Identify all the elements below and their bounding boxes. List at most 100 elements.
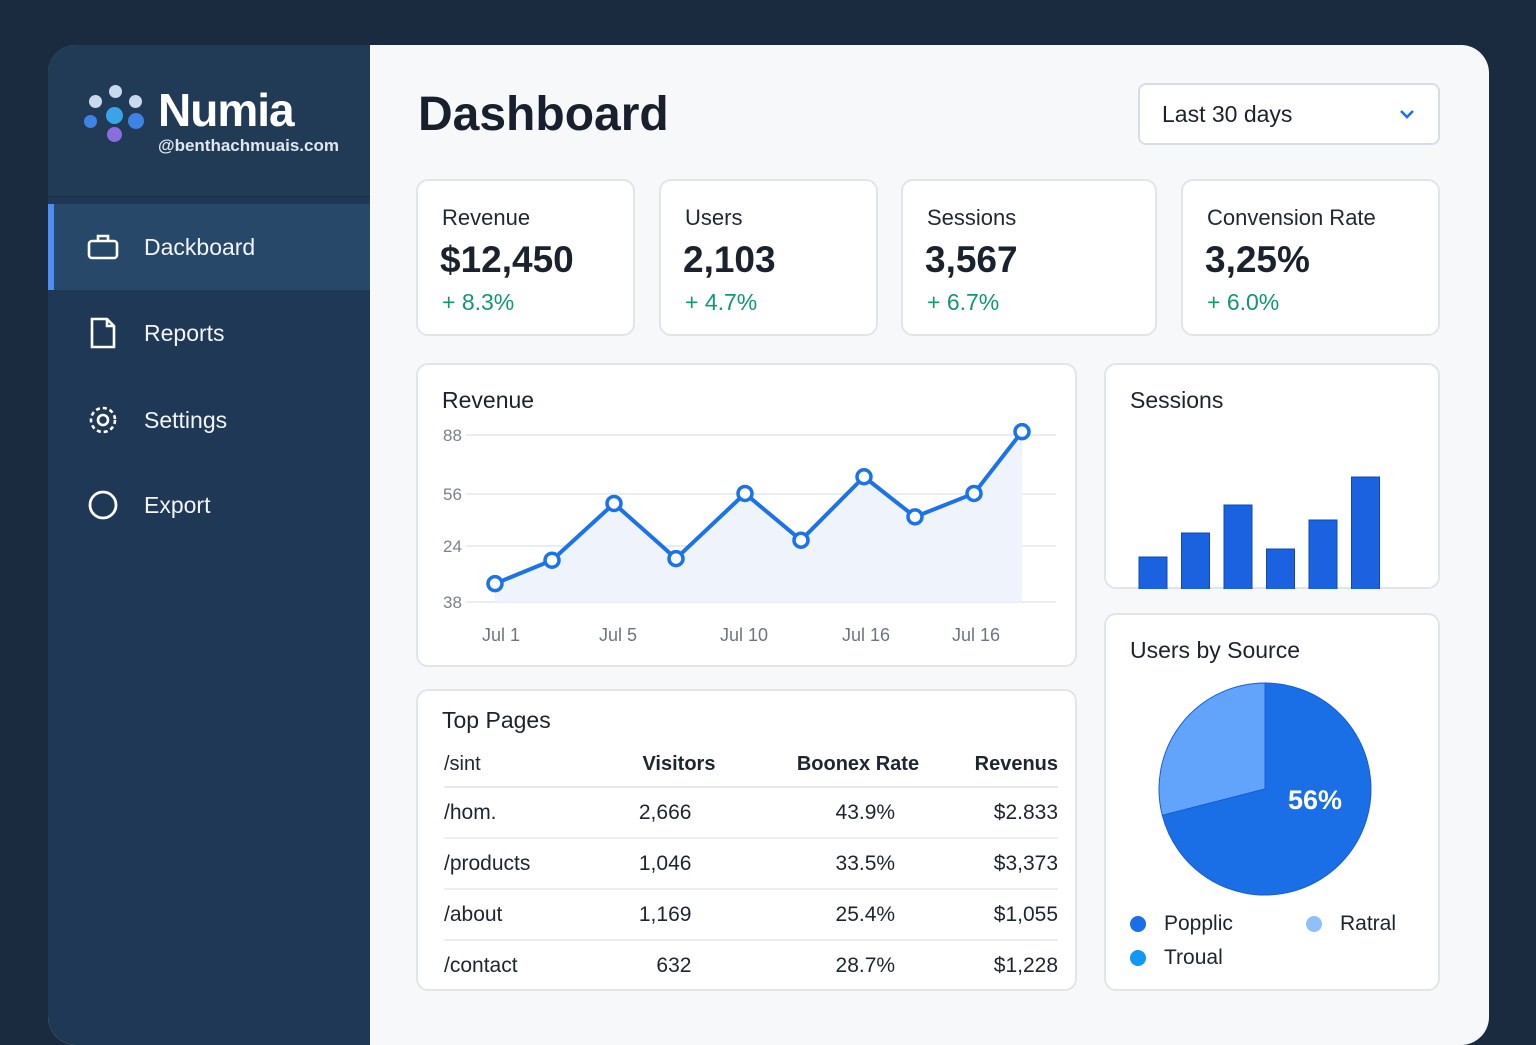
document-icon <box>90 317 116 349</box>
sidebar-item-label: Export <box>144 491 211 518</box>
legend-label: Popplic <box>1164 912 1233 935</box>
date-range-value: Last 30 days <box>1162 100 1293 127</box>
data-point <box>736 484 754 503</box>
kpi-delta: + 6.7% <box>927 289 1000 315</box>
page-title: Dashboard <box>418 88 669 141</box>
sessions-bar-chart <box>1138 476 1380 589</box>
x-tick-label: Jul 10 <box>720 625 768 645</box>
table-cell: $1,228 <box>993 954 1058 977</box>
kpi-value: $12,450 <box>440 239 574 280</box>
legend-item: Ratral <box>1306 912 1396 936</box>
data-point <box>855 468 873 486</box>
sidebar-item-reports[interactable]: Reports <box>48 290 370 376</box>
legend-item: Popplic <box>1130 912 1233 936</box>
chart-title: Sessions <box>1130 387 1224 413</box>
table-cell: /about <box>444 889 588 941</box>
table-row[interactable]: /contact 632 28.7% $1,228 <box>444 940 1058 991</box>
top-pages-card: Top Pages /sint Visitors Boonex Rate Revenu… <box>416 689 1077 991</box>
circle-icon <box>88 490 118 520</box>
data-point <box>543 551 561 569</box>
sidebar: Numia @benthachmuais.com Dackboard Repor… <box>48 45 370 1045</box>
pie-slice <box>1161 682 1372 896</box>
users-pie-chart: 56% <box>1158 682 1372 896</box>
data-point <box>792 531 810 549</box>
table-cell: $2.833 <box>919 787 1058 839</box>
legend-label: Ratral <box>1340 912 1397 935</box>
kpi-value: 2,103 <box>683 239 776 280</box>
data-point <box>965 484 983 503</box>
gear-icon <box>89 406 117 434</box>
kpi-card-revenue: Revenue $12,450 + 8.3% <box>416 179 635 336</box>
col-bounce: Boonex Rate <box>715 743 920 788</box>
table-cell: 25.4% <box>715 889 920 941</box>
data-point <box>605 494 623 513</box>
y-tick-label: 24 <box>443 537 462 556</box>
table-row[interactable]: /hom. 2,666 43.9% $2.833 <box>444 787 1058 839</box>
col-revenue: Revenus <box>919 743 1058 788</box>
table-cell: 28.7% <box>835 954 896 977</box>
kpi-label: Convension Rate <box>1207 205 1376 230</box>
kpi-value: 3,567 <box>925 239 1018 280</box>
table-row[interactable]: /products 1,046 33.5% $3,373 <box>444 838 1058 890</box>
y-tick-label: 38 <box>443 593 462 612</box>
table-cell: $1,055 <box>919 889 1058 941</box>
session-bar <box>1351 476 1380 589</box>
sidebar-item-label: Dackboard <box>144 233 256 260</box>
table-row[interactable]: /about 1,169 25.4% $1,055 <box>444 889 1058 941</box>
session-bar <box>1223 504 1253 589</box>
session-bar <box>1181 532 1210 589</box>
sidebar-item-export[interactable]: Export <box>48 462 370 548</box>
kpi-card-conversion: Convension Rate 3,25% + 6.0% <box>1181 179 1440 336</box>
table-cell: 33.5% <box>715 838 920 890</box>
sidebar-item-label: Settings <box>144 406 228 433</box>
x-tick-label: Jul 5 <box>599 625 637 645</box>
col-visitors: Visitors <box>587 743 716 788</box>
brand-email: @benthachmuais.com <box>158 136 339 155</box>
logo-icon <box>84 85 146 143</box>
table-title: Top Pages <box>442 707 551 733</box>
pie-label: 56% <box>1288 785 1342 815</box>
revenue-line-chart: 88 56 24 38 Jul 1 Jul 5 Jul 10 Jul 16 Jul 16 <box>443 422 1056 645</box>
x-tick-label: Jul 16 <box>952 625 1000 645</box>
session-bar <box>1266 548 1295 589</box>
kpi-delta: + 6.0% <box>1207 289 1280 315</box>
table-cell: 632 <box>656 954 692 977</box>
kpi-label: Users <box>685 205 743 230</box>
app-window: Numia @benthachmuais.com Dackboard Repor… <box>48 45 1489 1045</box>
table-header-row: /sint Visitors Boonex Rate Revenus <box>444 743 1058 788</box>
kpi-value: 3,25% <box>1205 239 1310 280</box>
kpi-card-users: Users 2,103 + 4.7% <box>659 179 878 336</box>
area-fill <box>495 431 1022 602</box>
table-cell: $3,373 <box>919 838 1058 890</box>
sidebar-item-settings[interactable]: Settings <box>48 377 370 463</box>
brand-header: Numia @benthachmuais.com <box>48 45 370 197</box>
y-tick-label: 88 <box>443 426 462 445</box>
sidebar-item-label: Reports <box>144 319 225 346</box>
x-tick-label: Jul 1 <box>482 625 520 645</box>
revenue-line <box>494 430 1024 586</box>
chart-title: Revenue <box>442 387 535 413</box>
y-tick-label: 56 <box>443 485 462 504</box>
users-by-source-card: Users by Source 56% Popplic Ratral Troua… <box>1104 613 1440 991</box>
data-point <box>906 508 924 526</box>
chevron-down-icon <box>1400 110 1414 119</box>
sidebar-item-dashboard[interactable]: Dackboard <box>48 204 370 290</box>
chart-title: Users by Source <box>1130 637 1301 663</box>
legend-item: Troual <box>1130 946 1223 970</box>
table-cell: 43.9% <box>715 787 920 839</box>
sessions-chart-card: Sessions <box>1104 363 1440 589</box>
date-range-select[interactable]: Last 30 days <box>1138 83 1440 145</box>
data-point <box>486 574 504 593</box>
table-cell: 2,666 <box>587 787 716 839</box>
table-cell: 1,169 <box>587 889 716 941</box>
legend-label: Troual <box>1164 946 1223 969</box>
main-content: Dashboard Last 30 days Revenue $12,450 + 8… <box>370 45 1489 1045</box>
table-cell: /contact <box>444 954 518 977</box>
table-cell: /products <box>444 838 588 890</box>
kpi-label: Sessions <box>927 205 1017 230</box>
data-point <box>1013 422 1031 441</box>
kpi-card-sessions: Sessions 3,567 + 6.7% <box>901 179 1157 336</box>
session-bar <box>1308 519 1338 589</box>
brand-name: Numia <box>158 84 295 136</box>
x-tick-label: Jul 16 <box>842 625 890 645</box>
